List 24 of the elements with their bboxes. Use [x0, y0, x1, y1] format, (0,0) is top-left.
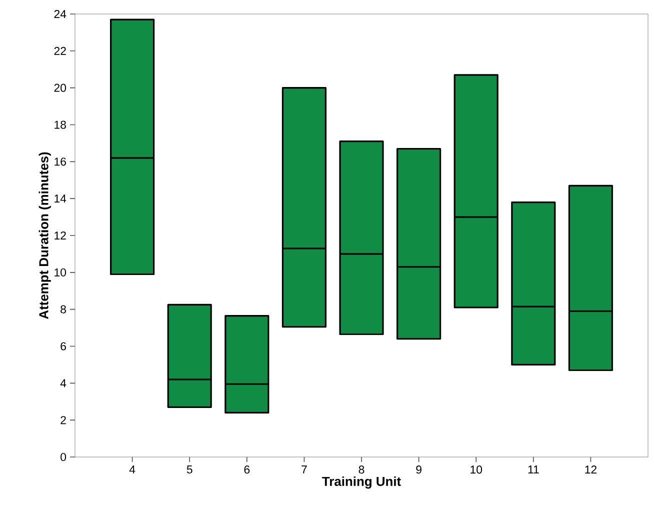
y-tick-label: 16 — [54, 158, 66, 166]
y-tick-label: 18 — [54, 120, 66, 129]
x-axis-title: Training Unit — [322, 476, 401, 489]
y-tick-label: 14 — [54, 194, 66, 203]
y-tick-label: 4 — [60, 379, 66, 388]
x-tick-label: 11 — [528, 466, 539, 474]
y-tick-label: 2 — [60, 416, 66, 424]
y-tick-label: 12 — [54, 231, 66, 240]
y-tick-label: 6 — [60, 342, 66, 350]
x-tick-label: 12 — [585, 466, 597, 474]
x-tick-label: 10 — [470, 466, 482, 474]
x-tick-label: 4 — [129, 466, 136, 474]
x-tick-label: 5 — [186, 466, 192, 474]
x-tick-label: 9 — [416, 466, 422, 474]
y-tick-label: 8 — [60, 305, 66, 314]
y-axis-title: Attempt Duration (minutes) — [38, 152, 51, 319]
x-tick-label: 7 — [302, 466, 307, 474]
y-tick-label: 24 — [54, 10, 66, 18]
y-tick-label: 22 — [54, 46, 66, 55]
y-tick-label: 0 — [60, 452, 66, 462]
y-tick-label: 20 — [54, 84, 66, 92]
x-tick-label: 6 — [244, 466, 250, 474]
x-tick-label: 8 — [358, 466, 364, 474]
y-tick-label: 10 — [54, 268, 66, 276]
